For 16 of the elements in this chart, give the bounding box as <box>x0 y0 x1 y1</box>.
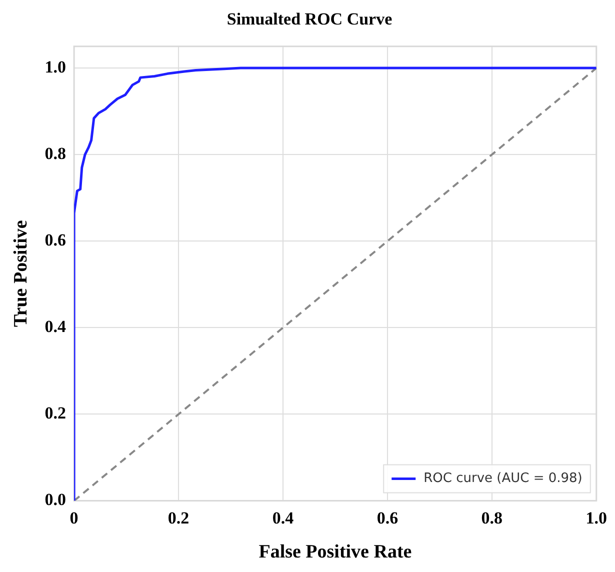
x-axis-title: False Positive Rate <box>258 542 412 563</box>
x-tick-label: 0 <box>70 508 78 528</box>
x-tick-label: 1.0 <box>586 508 607 528</box>
y-tick-label: 0.0 <box>44 490 66 510</box>
chart-title: Simualted ROC Curve <box>226 10 393 29</box>
y-tick-label: 0.2 <box>44 404 66 423</box>
y-tick-label: 1.0 <box>44 57 66 76</box>
x-tick-label: 0.2 <box>168 508 190 528</box>
y-tick-label: 0.4 <box>44 317 67 336</box>
y-axis-title: True Positive <box>10 220 32 327</box>
x-tick-label: 0.8 <box>481 508 503 528</box>
y-tick-label: 0.6 <box>44 230 66 250</box>
x-tick-label: 0.4 <box>272 508 294 528</box>
x-tick-label: 0.6 <box>376 508 398 528</box>
y-tick-label: 0.8 <box>44 144 66 163</box>
legend-label: ROC curve (AUC = 0.98) <box>424 471 582 486</box>
